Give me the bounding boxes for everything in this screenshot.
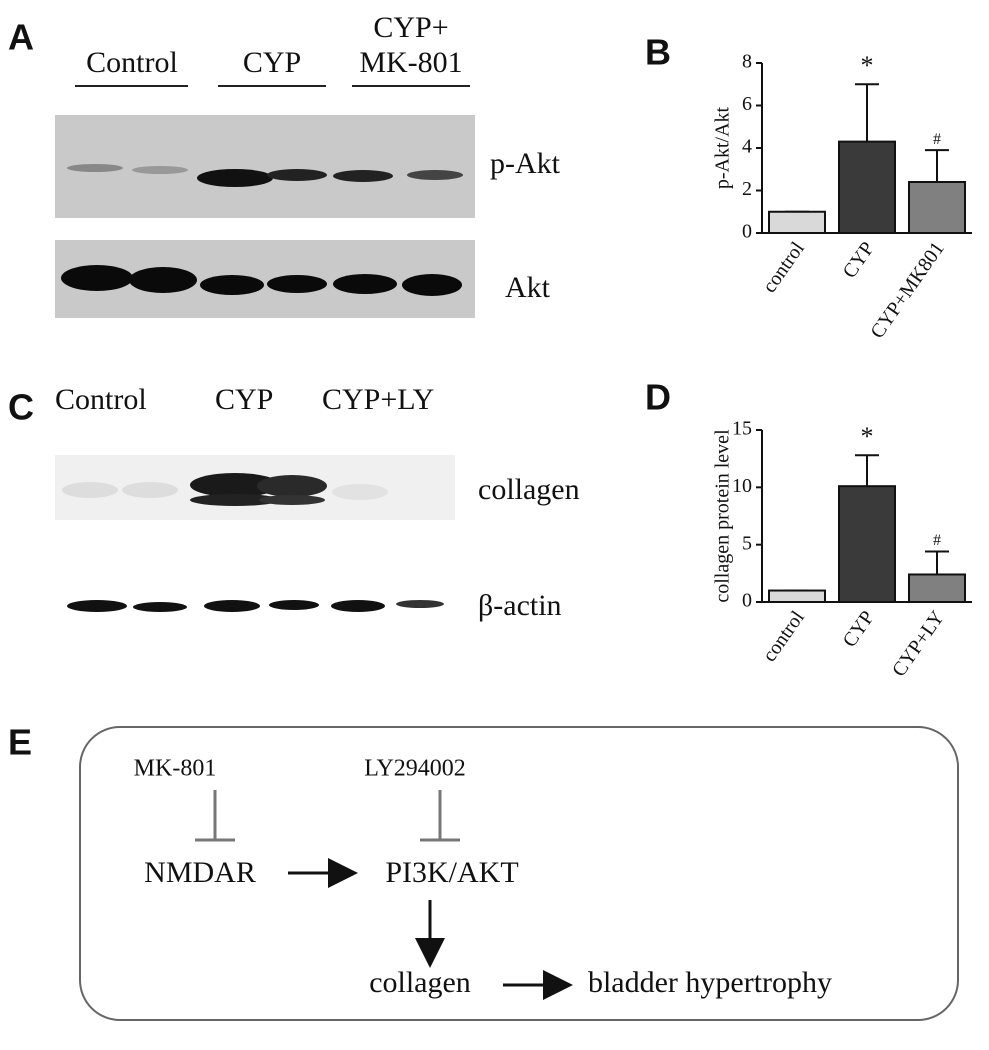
- x-tick-label: CYP: [839, 238, 879, 282]
- chart: 0 2 4 6 8 p-Akt/Akt control * CYP # CYP+MK801: [712, 51, 972, 343]
- node: collagen: [369, 966, 471, 999]
- bar: [768, 210, 826, 234]
- x-tick-label: CYP+LY: [888, 607, 949, 681]
- band-label: p-Akt: [490, 147, 561, 180]
- group-label: Control: [55, 383, 147, 416]
- significance-mark: *: [861, 422, 874, 451]
- node: PI3K/AKT: [385, 856, 518, 889]
- y-axis-label: p-Akt/Akt: [712, 106, 734, 189]
- blot: [55, 115, 475, 218]
- group-label: CYP: [243, 46, 301, 79]
- significance-mark: #: [933, 532, 941, 549]
- group-label: CYP+: [373, 11, 448, 44]
- node: bladder hypertrophy: [588, 966, 832, 999]
- bar: [838, 485, 896, 604]
- x-tick-label: control: [758, 607, 809, 666]
- group-label: MK-801: [359, 46, 462, 79]
- y-tick-label: 10: [732, 475, 752, 497]
- significance-mark: *: [861, 51, 874, 80]
- bar: [908, 181, 966, 234]
- band-label: collagen: [478, 473, 580, 506]
- blot-bands: [67, 164, 463, 187]
- y-tick-label: 8: [742, 51, 752, 73]
- y-tick-label: 6: [742, 93, 752, 115]
- bar: [768, 589, 826, 603]
- x-tick-label: CYP: [839, 607, 879, 651]
- inhibitor: MK-801: [134, 756, 217, 782]
- diagram-frame: [79, 726, 959, 1021]
- panel-label: C: [8, 387, 34, 428]
- significance-mark: #: [933, 131, 941, 148]
- panel-label: D: [645, 377, 671, 418]
- panel-label: B: [645, 32, 671, 73]
- band-label: Akt: [505, 271, 551, 304]
- blot-bands: [61, 265, 462, 296]
- y-tick-label: 2: [742, 178, 752, 200]
- bar: [908, 573, 966, 603]
- group-label: Control: [86, 46, 178, 79]
- blot-bands: [67, 600, 444, 612]
- x-tick-label: control: [758, 238, 809, 297]
- bar: [838, 140, 896, 234]
- band-label: β-actin: [478, 589, 562, 622]
- blot-bands: [62, 473, 388, 506]
- panel-label: A: [8, 17, 34, 58]
- panel-label: E: [8, 722, 32, 763]
- x-tick-label: CYP+MK801: [866, 238, 949, 343]
- y-tick-label: 5: [742, 532, 752, 554]
- node: NMDAR: [144, 856, 256, 889]
- y-tick-label: 0: [742, 590, 752, 612]
- group-label: CYP: [215, 383, 273, 416]
- inhibitor: LY294002: [364, 756, 466, 782]
- y-tick-label: 4: [742, 136, 752, 158]
- arrows: [288, 858, 573, 1000]
- y-tick-label: 15: [732, 418, 752, 440]
- y-tick-label: 0: [742, 221, 752, 243]
- group-label: CYP+LY: [322, 383, 434, 416]
- inhibition-marks: [195, 790, 460, 842]
- y-axis-label: collagen protein level: [712, 429, 734, 603]
